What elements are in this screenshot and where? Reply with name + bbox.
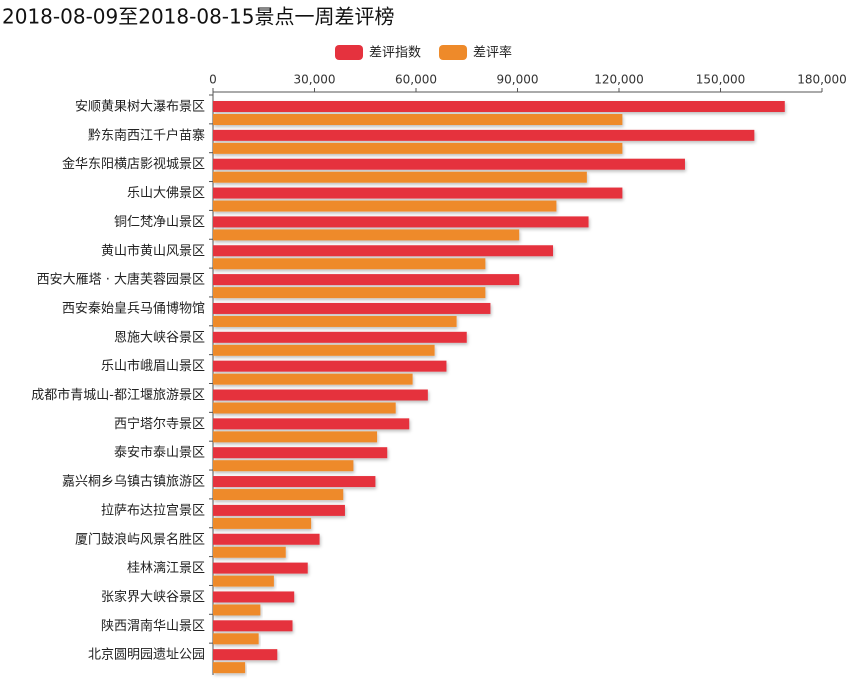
- y-tick-label: 桂林漓江景区: [127, 560, 205, 576]
- bar: [213, 114, 623, 125]
- bar: [213, 431, 378, 443]
- bar: [213, 158, 685, 170]
- bar: [213, 389, 428, 401]
- bar: [213, 287, 486, 299]
- legend-swatch: [439, 45, 468, 60]
- x-tick-label: 150,000: [696, 73, 746, 87]
- bar: [213, 546, 286, 558]
- bar: [213, 274, 520, 286]
- y-tick-label: 黄山市黄山风景区: [101, 243, 205, 259]
- bar: [213, 604, 261, 616]
- x-tick-label: 0: [209, 73, 217, 87]
- y-tick-label: 嘉兴桐乡乌镇古镇旅游区: [62, 474, 205, 490]
- y-tick-label: 西安大雁塔 · 大唐芙蓉园景区: [37, 272, 205, 288]
- y-tick-label: 厦门鼓浪屿风景名胜区: [75, 531, 205, 547]
- bar: [213, 418, 410, 430]
- chart-title: 2018-08-09至2018-08-15景点一周差评榜: [2, 5, 394, 29]
- bar: [213, 447, 388, 459]
- y-tick-label: 泰安市泰山景区: [114, 445, 205, 461]
- x-tick-label: 180,000: [797, 73, 847, 87]
- bar: [213, 649, 278, 661]
- y-tick-label: 恩施大峡谷景区: [114, 330, 205, 345]
- y-tick-label: 黔东南西江千户苗寨: [88, 127, 205, 143]
- y-tick-label: 北京圆明园遗址公园: [88, 648, 205, 663]
- y-tick-label: 乐山大佛景区: [127, 186, 205, 201]
- bar: [213, 315, 457, 327]
- bar: [213, 101, 785, 112]
- bar: [213, 344, 435, 356]
- y-tick-label: 乐山市峨眉山景区: [101, 358, 205, 374]
- x-tick-label: 120,000: [594, 73, 644, 87]
- bar: [213, 229, 520, 241]
- y-tick-label: 西宁塔尔寺景区: [114, 416, 205, 432]
- x-tick-label: 90,000: [497, 73, 539, 87]
- y-tick-label: 陕西渭南华山景区: [101, 618, 205, 634]
- bar: [213, 460, 354, 472]
- bar: [213, 360, 447, 372]
- bar: [213, 331, 467, 343]
- bar: [213, 504, 345, 516]
- bar: [213, 489, 344, 501]
- bar: [213, 476, 376, 488]
- y-tick-label: 拉萨布达拉宫景区: [101, 503, 205, 518]
- bar: [213, 633, 259, 645]
- bar: [213, 402, 396, 414]
- y-tick-label: 安顺黄果树大瀑布景区: [75, 100, 205, 115]
- x-tick-label: 60,000: [395, 73, 437, 87]
- bar: [213, 200, 557, 212]
- bar: [213, 575, 274, 587]
- y-tick-label: 西安秦始皇兵马俑博物馆: [62, 301, 205, 316]
- bar: [213, 258, 486, 270]
- bar: [213, 517, 312, 529]
- bar: [213, 171, 587, 183]
- y-tick-label: 成都市青城山-都江堰旅游景区: [31, 387, 205, 403]
- bar: [213, 142, 623, 154]
- bar: [213, 562, 308, 574]
- y-tick-label: 金华东阳横店影视城景区: [62, 156, 205, 172]
- x-tick-label: 30,000: [294, 73, 336, 87]
- bar: [213, 373, 413, 385]
- bar: [213, 216, 589, 228]
- legend-label: 差评指数: [369, 46, 421, 61]
- y-tick-label: 张家界大峡谷景区: [101, 589, 205, 605]
- legend-swatch: [335, 45, 363, 60]
- bar: [213, 533, 320, 545]
- bar: [213, 620, 293, 632]
- y-tick-label: 铜仁梵净山景区: [114, 215, 205, 230]
- bar: [213, 591, 295, 603]
- bar: [213, 302, 491, 314]
- bar: [213, 187, 623, 199]
- bar: [213, 129, 755, 141]
- bar: [213, 245, 554, 257]
- bar: [213, 662, 246, 674]
- legend-label: 差评率: [473, 45, 512, 61]
